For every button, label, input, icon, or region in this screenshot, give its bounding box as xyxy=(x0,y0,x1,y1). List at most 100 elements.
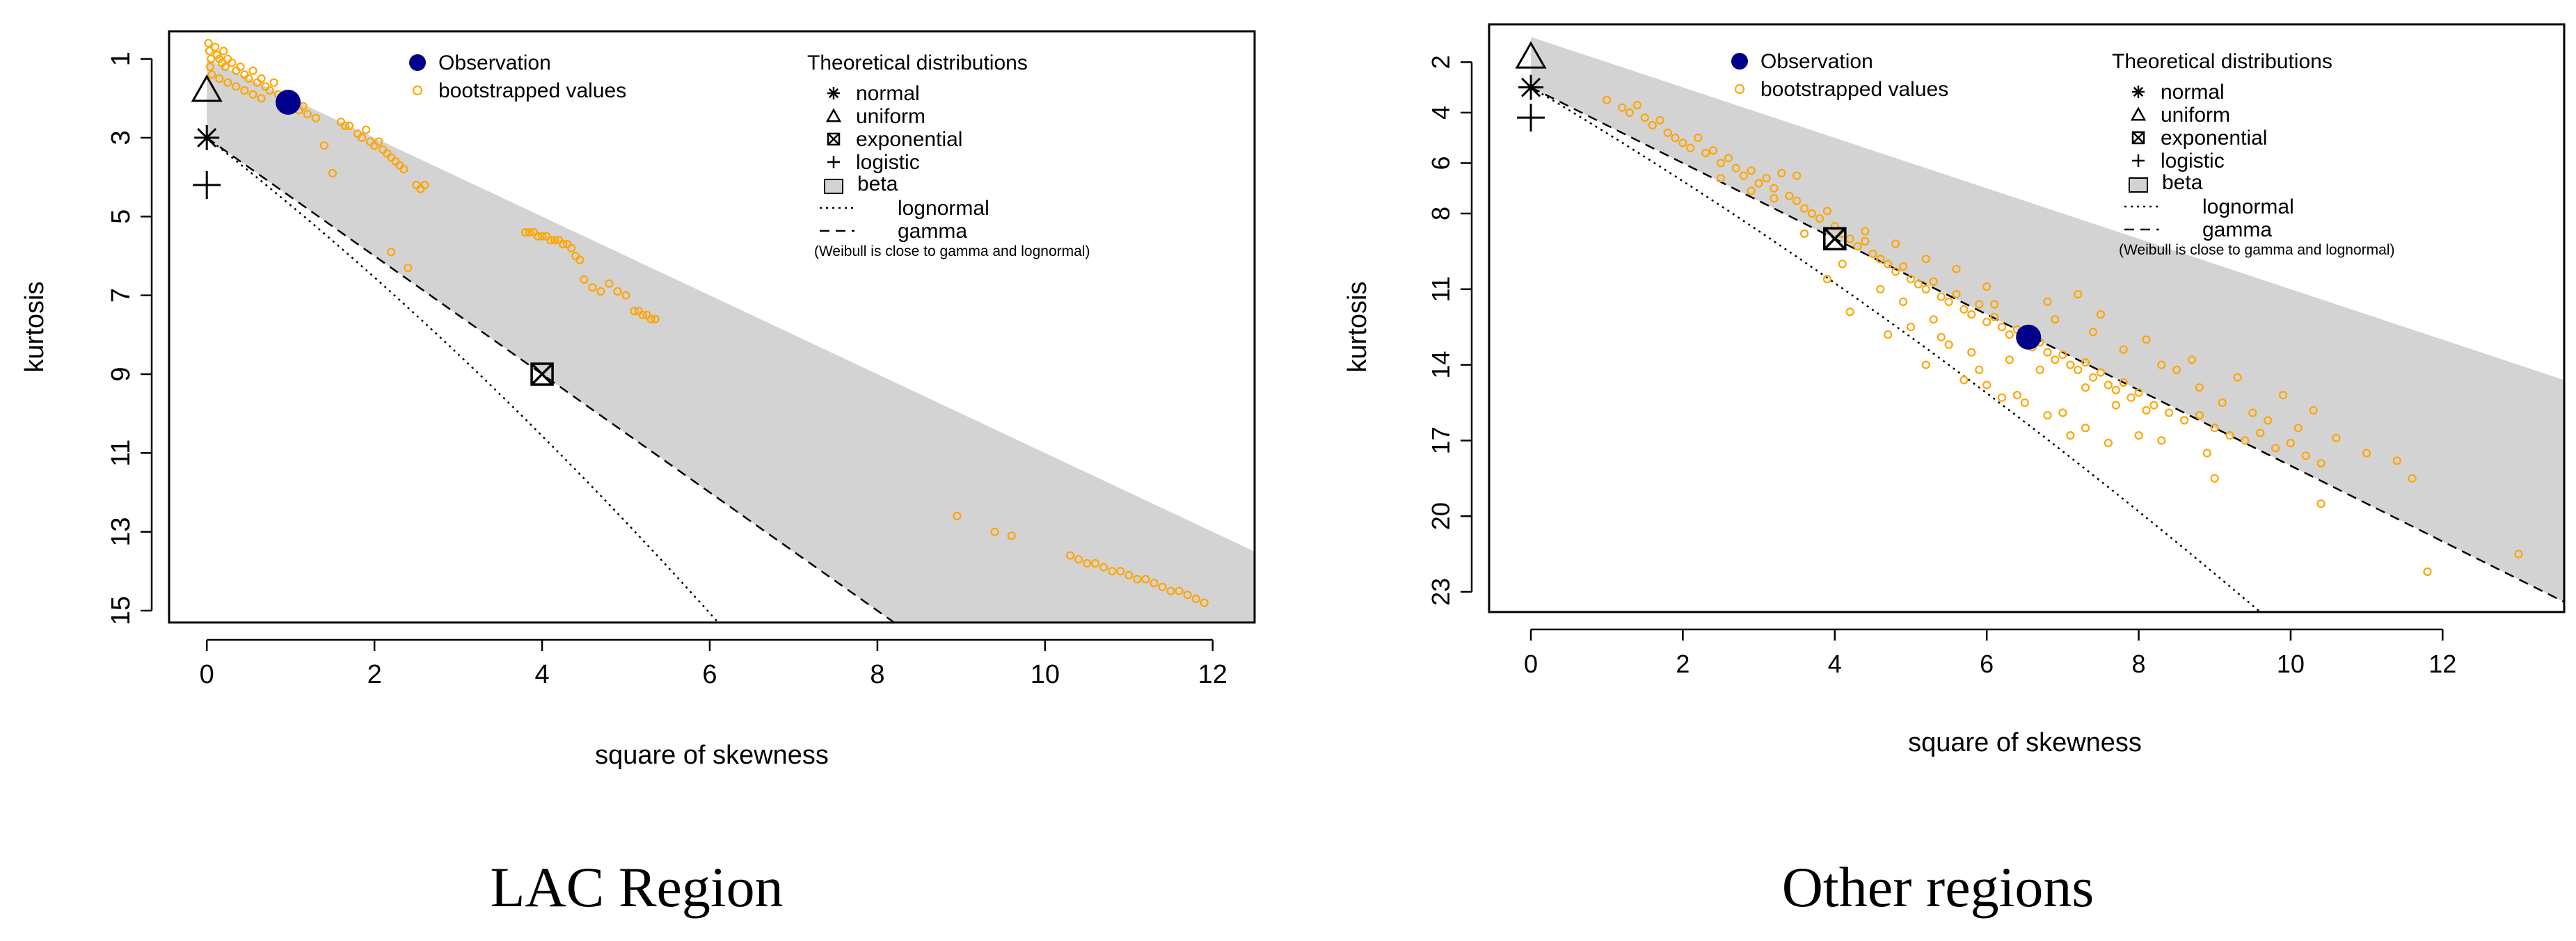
other-bootstrap-point xyxy=(1982,317,1991,326)
other-bootstrap-point xyxy=(2264,416,2273,425)
lac-bootstrap-point xyxy=(1074,555,1083,564)
lac-x-tick-label: 6 xyxy=(702,660,717,689)
other-beta-area xyxy=(1531,37,2564,602)
other-bootstrap-point xyxy=(2278,390,2288,400)
lac-legend-observation-symbol xyxy=(409,54,426,71)
other-bootstrap-point xyxy=(1921,360,1930,369)
other-legend-theoretical-title: Theoretical distributions xyxy=(2112,50,2332,73)
lac-bootstrap-point xyxy=(1124,570,1134,580)
other-bootstrap-point xyxy=(1952,264,1961,273)
lac-bootstrap-point xyxy=(1200,598,1209,607)
lac-beta-area xyxy=(207,58,1255,622)
other-bootstrap-point xyxy=(1603,95,1612,104)
lac-legend-theoretical-title: Theoretical distributions xyxy=(807,51,1028,74)
lac-bootstrap-point xyxy=(1108,567,1117,576)
other-bootstrap-point xyxy=(2210,424,2219,433)
other-bootstrap-point xyxy=(2088,373,2098,382)
lac-bootstrap-point xyxy=(361,125,371,134)
other-bootstrap-point xyxy=(2051,315,2060,324)
other-bootstrap-point xyxy=(2111,385,2120,395)
lac-legend-bootstrap-symbol xyxy=(412,85,423,96)
other-bootstrap-point xyxy=(2218,398,2227,408)
lac-bootstrap-point xyxy=(319,141,328,150)
lac-legend-exponential-symbol xyxy=(827,132,841,146)
lac-x-tick-label: 2 xyxy=(367,660,382,689)
lac-bootstrap-point xyxy=(990,527,999,536)
other-bootstrap-point xyxy=(1671,134,1680,143)
lac-bootstrap-point xyxy=(1183,590,1192,600)
other-bootstrap-point xyxy=(2066,431,2075,440)
lac-bootstrap-point xyxy=(420,180,429,190)
other-bootstrap-point xyxy=(1952,289,1961,299)
other-bootstrap-point xyxy=(2195,383,2204,392)
lac-x-tick-label: 8 xyxy=(870,660,884,689)
other-bootstrap-point xyxy=(2081,357,2090,367)
lac-bootstrap-point xyxy=(953,511,962,521)
other-bootstrap-point xyxy=(1792,196,1802,205)
lac-bootstrap-point xyxy=(1090,558,1100,568)
lac-bootstrap-point xyxy=(311,113,320,122)
other-bootstrap-point xyxy=(1990,300,1999,309)
other-bootstrap-point xyxy=(2423,567,2432,577)
other-bootstrap-point xyxy=(1937,292,1946,301)
other-bootstrap-point xyxy=(1914,280,1923,289)
other-bootstrap-point xyxy=(1792,171,1802,180)
lac-bootstrap-point xyxy=(651,314,660,323)
other-bootstrap-point xyxy=(2126,393,2136,402)
other-y-tick-label: 14 xyxy=(1426,351,1455,379)
other-logistic-marker xyxy=(1517,104,1545,132)
lac-bootstrap-point xyxy=(265,86,274,95)
lac-bootstrap-point xyxy=(244,74,253,83)
lac-bootstrap-point xyxy=(646,314,655,323)
other-bootstrap-point xyxy=(2165,408,2174,417)
other-bootstrap-point xyxy=(2134,431,2143,440)
lac-caption: LAC Region xyxy=(490,855,783,919)
other-bootstrap-point xyxy=(2096,368,2106,377)
other-bootstrap-point xyxy=(1678,138,1687,147)
lac-x-tick-label: 10 xyxy=(1031,660,1060,689)
lac-bootstrap-point xyxy=(257,94,266,103)
lac-bootstrap-point xyxy=(621,291,630,300)
lac-bootstrap-point xyxy=(1158,582,1167,592)
lac-bootstrap-point xyxy=(1082,558,1092,568)
other-bootstrap-point xyxy=(1982,380,1991,389)
other-bootstrap-point xyxy=(1997,323,2007,332)
other-legend-normal-label: normal xyxy=(2161,81,2225,104)
lac-bootstrap-point xyxy=(215,74,224,83)
lac-x-tick-label: 4 xyxy=(534,660,549,689)
other-bootstrap-point xyxy=(1937,332,1946,341)
lac-plot-frame xyxy=(168,30,1256,624)
lac-bootstrap-point xyxy=(613,287,622,296)
lac-bootstrap-point xyxy=(248,66,257,75)
lac-bootstrap-point xyxy=(399,165,408,174)
other-bootstrap-point xyxy=(2309,405,2318,415)
lac-legend-observation-label: Observation xyxy=(438,51,551,74)
other-bootstrap-point xyxy=(1655,115,1664,124)
other-bootstrap-point xyxy=(2066,360,2075,369)
other-bootstrap-point xyxy=(2157,360,2166,369)
lac-beta-region xyxy=(207,58,1255,622)
lac-y-tick-label: 3 xyxy=(106,130,136,145)
other-bootstrap-point xyxy=(2187,355,2197,364)
other-bootstrap-point xyxy=(2104,438,2113,448)
other-bootstrap-point xyxy=(2256,428,2265,437)
other-bootstrap-point xyxy=(1967,310,1976,319)
other-bootstrap-point xyxy=(2142,405,2151,415)
other-bootstrap-point xyxy=(2293,424,2303,433)
lac-bootstrap-point xyxy=(240,86,249,95)
other-legend-uniform-label: uniform xyxy=(2161,104,2230,127)
lac-bootstrap-point xyxy=(219,47,228,56)
other-bootstrap-point xyxy=(1853,242,1862,251)
other-x-tick-label: 2 xyxy=(1676,650,1689,678)
other-bootstrap-point xyxy=(1830,222,1839,231)
other-bootstrap-point xyxy=(1959,305,1969,314)
lac-bootstrap-point xyxy=(204,38,213,48)
other-bootstrap-point xyxy=(1807,209,1817,218)
lac-bootstrap-point xyxy=(1141,574,1150,584)
other-bootstrap-point xyxy=(2035,365,2044,374)
other-x-tick-label: 0 xyxy=(1524,650,1538,678)
lac-legend-logistic-symbol xyxy=(827,156,840,168)
other-bootstrap-point xyxy=(1785,191,1794,200)
other-bootstrap-point xyxy=(2210,474,2219,483)
other-bootstrap-point xyxy=(1716,174,1726,183)
